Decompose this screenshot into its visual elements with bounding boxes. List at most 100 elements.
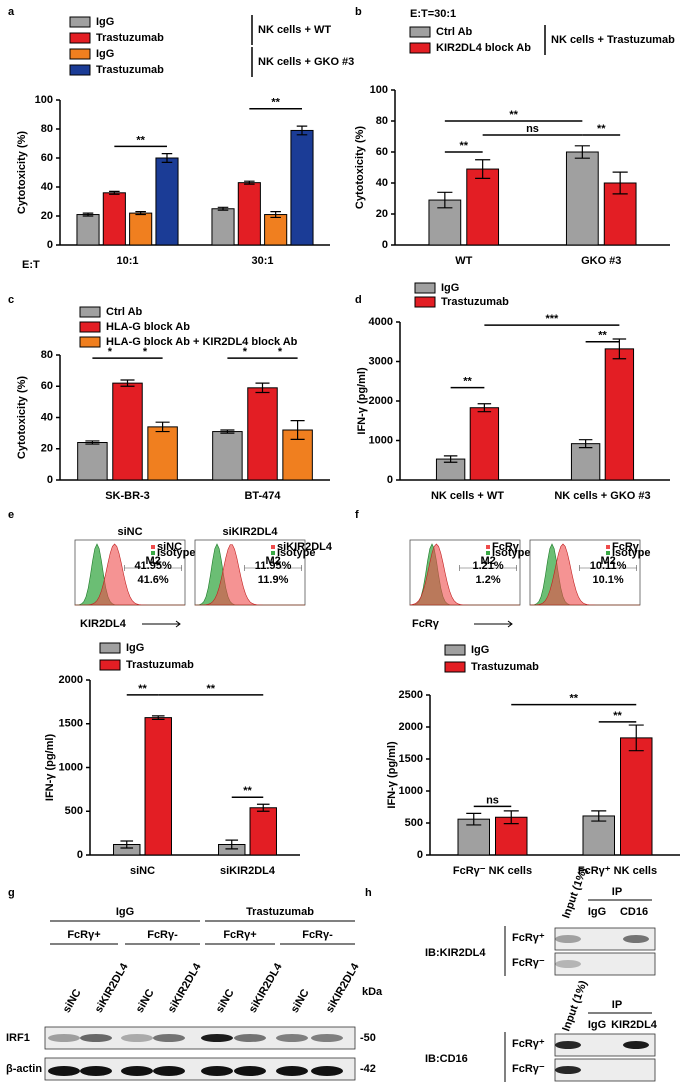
legend-group: NK cells + GKO #3: [258, 56, 354, 68]
lane-label: siKIR2DL4: [324, 961, 362, 1015]
flow-title: siNC: [117, 526, 142, 538]
error-bar: [612, 171, 628, 195]
blot-band: [555, 1041, 581, 1049]
legend-swatch: [69, 16, 91, 28]
y-tick-label: 2000: [59, 674, 83, 686]
flow-legend: Isotype: [157, 547, 196, 559]
legend-label: IgG: [441, 282, 459, 294]
lane-label: siKIR2DL4: [93, 961, 131, 1015]
bar: [211, 208, 235, 246]
legend-label: Trastuzumab: [96, 32, 164, 44]
lane-label: siKIR2DL4: [166, 961, 204, 1015]
legend-label: HLA-G block Ab: [106, 321, 190, 333]
bar: [249, 807, 277, 856]
bar: [466, 168, 500, 246]
blot-band: [555, 1066, 581, 1074]
error-bar: [161, 153, 173, 163]
error-bar: [255, 382, 270, 394]
blot-band: [311, 1034, 343, 1042]
y-tick-label: 1000: [369, 434, 393, 446]
blot-band: [201, 1066, 233, 1076]
gate-name: M2: [265, 555, 280, 567]
error-bar: [151, 715, 165, 720]
flow-legend: siNC: [157, 541, 182, 553]
flow-axis-label: KIR2DL4: [80, 618, 127, 630]
flow-legend-swatch: [151, 545, 155, 549]
y-tick-label: 20: [41, 210, 53, 222]
blot-row-label: FcRγ⁻: [512, 1063, 545, 1075]
x-tick-label: WT: [455, 255, 472, 267]
flow-percent: 41.6%: [137, 574, 168, 586]
gate-name: M2: [600, 555, 615, 567]
ib-label: IB:CD16: [425, 1053, 468, 1065]
bar: [604, 348, 635, 481]
blot-band: [311, 1066, 343, 1076]
error-bar: [503, 810, 519, 825]
bar: [565, 151, 599, 246]
blot-band: [555, 935, 581, 943]
legend-swatch: [444, 644, 466, 656]
y-tick-label: 40: [41, 411, 53, 423]
gate-percent: 11.95%: [255, 560, 292, 572]
error-bar: [270, 211, 281, 219]
legend-swatch: [69, 64, 91, 76]
error-bar: [120, 379, 135, 387]
legend-label: Trastuzumab: [441, 296, 509, 308]
y-tick-label: 1000: [59, 761, 83, 773]
legend-swatch: [69, 48, 91, 60]
error-bar: [120, 840, 134, 849]
legend-label: HLA-G block Ab + KIR2DL4 block Ab: [106, 336, 298, 348]
x-tick-label: SK-BR-3: [105, 490, 150, 502]
flow-legend: Isotype: [277, 547, 316, 559]
y-tick-label: 1500: [59, 718, 83, 730]
x-tick-label: siKIR2DL4: [220, 865, 276, 877]
y-tick-label: 4000: [369, 316, 393, 328]
blot-subgroup: FcRγ-: [302, 929, 333, 941]
x-tick-label: NK cells + WT: [431, 490, 504, 502]
size-marker: -50: [360, 1032, 376, 1044]
y-axis-label: Cytotoxicity (%): [354, 126, 366, 209]
y-tick-label: 60: [376, 146, 388, 158]
y-tick-label: 80: [376, 115, 388, 127]
sample-histogram: [409, 543, 520, 606]
lane-label: siNC: [61, 987, 84, 1015]
gate-percent: 41.95%: [134, 560, 172, 572]
ip-label: IP: [612, 999, 622, 1011]
blot-band: [121, 1034, 153, 1042]
blot-band: [80, 1066, 112, 1076]
blot-band: [121, 1066, 153, 1076]
y-tick-label: 20: [376, 208, 388, 220]
y-tick-label: 0: [77, 849, 83, 861]
error-bar: [225, 839, 239, 850]
bar: [102, 192, 126, 246]
lane-label: CD16: [620, 906, 648, 918]
blot-strip: [554, 952, 656, 976]
error-bar: [244, 180, 255, 185]
error-bar: [475, 159, 491, 179]
x-tick-label: NK cells + GKO #3: [554, 490, 650, 502]
flow-legend-swatch: [486, 551, 490, 555]
gate: [459, 565, 517, 571]
subtitle: E:T=30:1: [410, 8, 456, 20]
error-bar: [217, 206, 229, 211]
legend-label: IgG: [96, 48, 114, 60]
blot-row-label: FcRγ⁺: [512, 1038, 545, 1050]
blot-band: [623, 1041, 649, 1049]
legend-label: Ctrl Ab: [436, 26, 473, 38]
bar: [144, 717, 172, 856]
error-bar: [477, 403, 492, 413]
flow-axis-arrow: [142, 620, 181, 628]
legend-label: Ctrl Ab: [106, 306, 143, 318]
flow-legend-swatch: [486, 545, 490, 549]
error-bar: [220, 429, 235, 434]
kda-label: kDa: [362, 986, 383, 998]
legend-label: IgG: [96, 16, 114, 28]
blot-group: IgG: [116, 906, 134, 918]
error-bar: [155, 421, 170, 433]
legend-swatch: [414, 282, 436, 294]
blot-row-label: FcRγ⁺: [512, 932, 545, 944]
panel-letter: e: [8, 509, 14, 521]
blot-row-label: FcRγ⁻: [512, 957, 545, 969]
error-bar: [256, 803, 270, 812]
sample-histogram: [194, 544, 305, 606]
